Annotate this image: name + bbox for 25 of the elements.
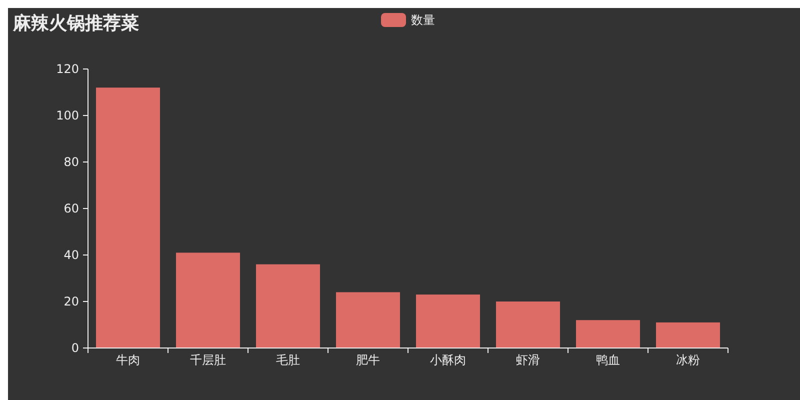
bar bbox=[656, 322, 720, 348]
x-tick-label: 牛肉 bbox=[116, 353, 140, 367]
y-tick-label: 0 bbox=[71, 341, 79, 356]
x-tick-label: 千层肚 bbox=[190, 353, 226, 367]
bar bbox=[496, 302, 560, 348]
y-tick-label: 60 bbox=[64, 202, 79, 216]
bar bbox=[176, 252, 240, 348]
y-tick-label: 120 bbox=[56, 62, 79, 76]
x-tick-label: 冰粉 bbox=[676, 353, 700, 367]
y-tick-label: 80 bbox=[64, 155, 79, 170]
x-tick-label: 肥牛 bbox=[356, 353, 380, 367]
x-tick-label: 毛肚 bbox=[276, 353, 300, 367]
y-tick-label: 100 bbox=[56, 108, 79, 123]
bar bbox=[96, 88, 160, 348]
y-tick-label: 20 bbox=[64, 294, 79, 309]
bar bbox=[576, 320, 640, 348]
legend-label: 数量 bbox=[411, 13, 435, 28]
bar bbox=[256, 264, 320, 348]
bar bbox=[336, 292, 400, 348]
bar bbox=[416, 294, 480, 348]
chart-title: 麻辣火锅推荐菜 bbox=[12, 13, 139, 34]
y-tick-label: 40 bbox=[64, 248, 79, 262]
x-tick-label: 虾滑 bbox=[516, 353, 540, 367]
x-tick-label: 鸭血 bbox=[596, 353, 620, 367]
x-tick-label: 小酥肉 bbox=[430, 353, 466, 367]
